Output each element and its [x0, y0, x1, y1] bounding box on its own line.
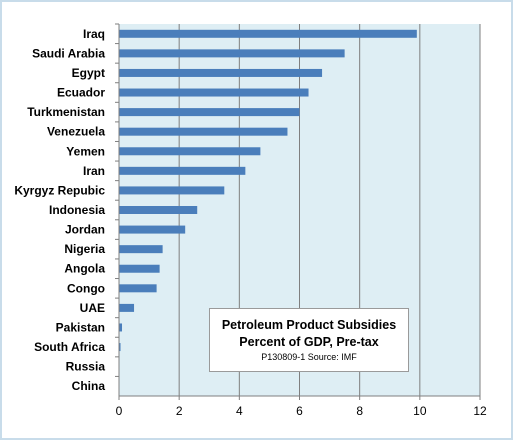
- category-label: Nigeria: [64, 242, 105, 256]
- bar: [119, 225, 186, 234]
- bar: [119, 147, 261, 156]
- bar: [119, 343, 121, 352]
- x-tick-label: 0: [116, 404, 123, 418]
- category-label: Pakistan: [56, 320, 105, 334]
- bar: [119, 323, 123, 332]
- category-label: Kyrgyz Repubic: [14, 183, 105, 197]
- chart-source-note: P130809-1 Source: IMF: [261, 352, 357, 362]
- category-label: Angola: [64, 262, 105, 276]
- category-label: UAE: [80, 301, 105, 315]
- bar: [119, 303, 135, 312]
- bar: [119, 186, 225, 195]
- x-tick-label: 10: [413, 404, 427, 418]
- bar: [119, 49, 345, 58]
- bars: [119, 29, 417, 352]
- category-label: Jordan: [65, 223, 105, 237]
- chart-subtitle: Percent of GDP, Pre-tax: [239, 335, 379, 349]
- bar: [119, 68, 323, 77]
- category-label: Russia: [66, 360, 106, 374]
- category-label: Indonesia: [49, 203, 105, 217]
- category-label: Congo: [67, 281, 105, 295]
- chart-title: Petroleum Product Subsidies: [221, 318, 397, 332]
- x-tick-label: 6: [296, 404, 303, 418]
- bar: [119, 127, 288, 136]
- bar: [119, 108, 300, 117]
- category-label: Iraq: [83, 27, 105, 41]
- category-label: Egypt: [72, 66, 105, 80]
- category-label: Turkmenistan: [27, 105, 105, 119]
- category-label: China: [72, 379, 106, 393]
- bar: [119, 88, 309, 97]
- x-tick-labels: 0 2 4 6 8 10 12: [116, 404, 487, 418]
- category-label: Venezuela: [47, 125, 105, 139]
- category-label: South Africa: [34, 340, 105, 354]
- bar: [119, 206, 198, 214]
- bar: [119, 264, 160, 273]
- category-label: Saudi Arabia: [32, 46, 105, 60]
- x-tick-label: 8: [356, 404, 363, 418]
- bar: [119, 166, 246, 175]
- bar: [119, 284, 157, 293]
- axes: [115, 23, 481, 400]
- category-label: Yemen: [66, 144, 105, 158]
- x-tick-label: 4: [236, 404, 243, 418]
- category-label: Iran: [83, 164, 105, 178]
- bar: [119, 29, 417, 38]
- category-labels: Iraq Saudi Arabia Egypt Ecuador Turkmenistan…: [14, 27, 105, 393]
- x-tick-label: 2: [176, 404, 183, 418]
- bar: [119, 245, 163, 254]
- x-tick-label: 12: [473, 404, 487, 418]
- chart-title-box: Petroleum Product Subsidies Percent of G…: [209, 308, 409, 372]
- category-label: Ecuador: [57, 86, 105, 100]
